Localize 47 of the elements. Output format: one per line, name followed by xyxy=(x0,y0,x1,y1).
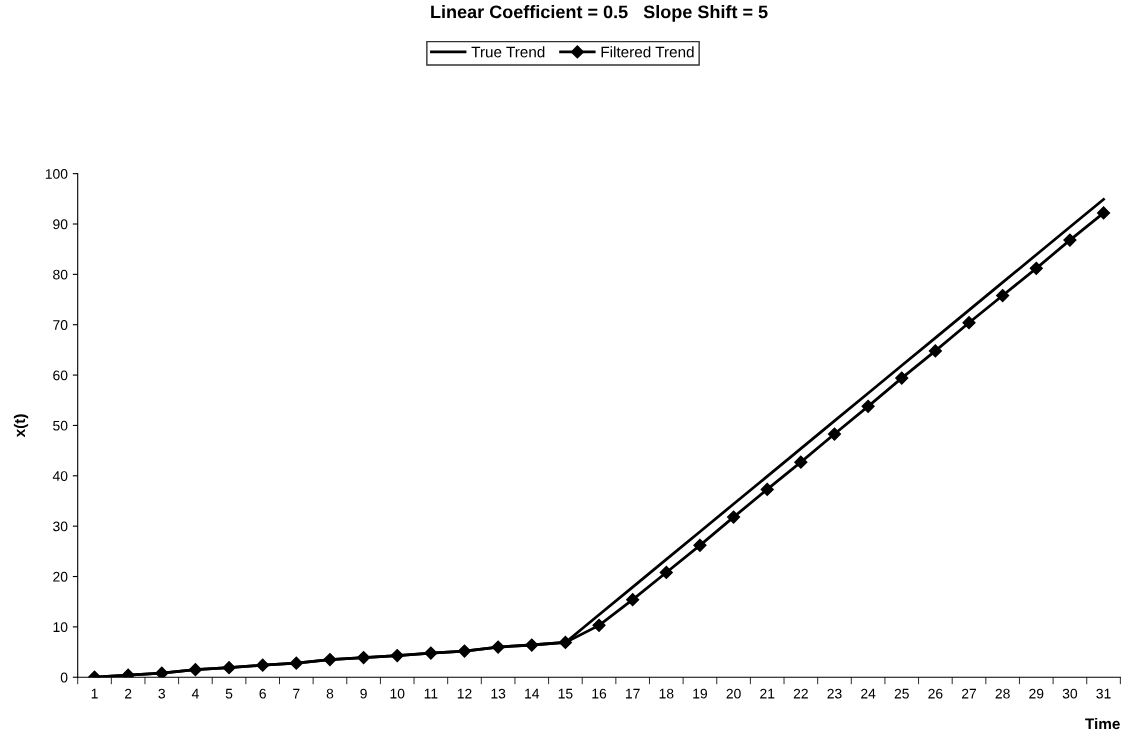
x-tick-label: 17 xyxy=(626,688,640,699)
x-tick-label: 2 xyxy=(124,688,132,699)
y-tick-label: 20 xyxy=(53,571,68,582)
x-tick-label: 14 xyxy=(525,688,540,699)
y-tick-label: 100 xyxy=(45,168,68,179)
x-tick-label: 5 xyxy=(225,688,233,699)
x-tick-label: 15 xyxy=(558,688,573,699)
legend-label: Filtered Trend xyxy=(601,46,694,58)
x-tick-label: 13 xyxy=(491,688,506,699)
y-tick-label: 0 xyxy=(60,672,68,683)
x-tick-label: 27 xyxy=(961,688,977,699)
x-tick-label: 20 xyxy=(726,688,741,699)
legend-label: True Trend xyxy=(471,46,545,58)
x-tick-label: 12 xyxy=(457,688,472,699)
x-tick-label: 21 xyxy=(760,688,775,699)
x-tick-label: 19 xyxy=(693,688,707,699)
x-tick-label: 8 xyxy=(326,688,334,699)
y-tick-label: 70 xyxy=(53,320,68,330)
y-tick-label: 40 xyxy=(52,471,68,481)
x-tick-label: 31 xyxy=(1096,688,1111,699)
x-tick-label: 3 xyxy=(158,688,166,699)
chart-title: Linear Coefficient = 0.5 Slope Shift = 5 xyxy=(431,5,768,22)
x-tick-label: 11 xyxy=(424,688,438,699)
y-tick-label: 60 xyxy=(53,370,68,381)
x-tick-label: 23 xyxy=(827,688,842,699)
x-tick-label: 6 xyxy=(259,688,266,699)
x-tick-label: 28 xyxy=(995,688,1010,699)
y-tick-label: 10 xyxy=(53,622,68,633)
x-tick-label: 9 xyxy=(360,688,367,699)
y-axis-title: x(t) xyxy=(13,414,29,438)
y-tick-label: 90 xyxy=(53,219,68,230)
x-tick-label: 7 xyxy=(293,688,300,699)
x-tick-label: 10 xyxy=(390,688,405,699)
y-tick-label: 50 xyxy=(53,420,68,431)
x-tick-label: 30 xyxy=(1062,688,1078,699)
x-tick-label: 18 xyxy=(659,688,674,699)
x-tick-label: 1 xyxy=(91,688,98,699)
x-tick-label: 4 xyxy=(191,688,199,699)
x-tick-label: 25 xyxy=(894,688,909,699)
x-tick-label: 26 xyxy=(928,688,943,699)
y-tick-label: 30 xyxy=(53,521,68,532)
x-tick-label: 29 xyxy=(1029,688,1044,699)
x-tick-label: 22 xyxy=(793,688,808,699)
x-axis-title: Time xyxy=(1085,717,1120,730)
x-tick-label: 24 xyxy=(861,688,876,699)
x-tick-label: 16 xyxy=(592,688,607,699)
y-tick-label: 80 xyxy=(53,269,68,280)
